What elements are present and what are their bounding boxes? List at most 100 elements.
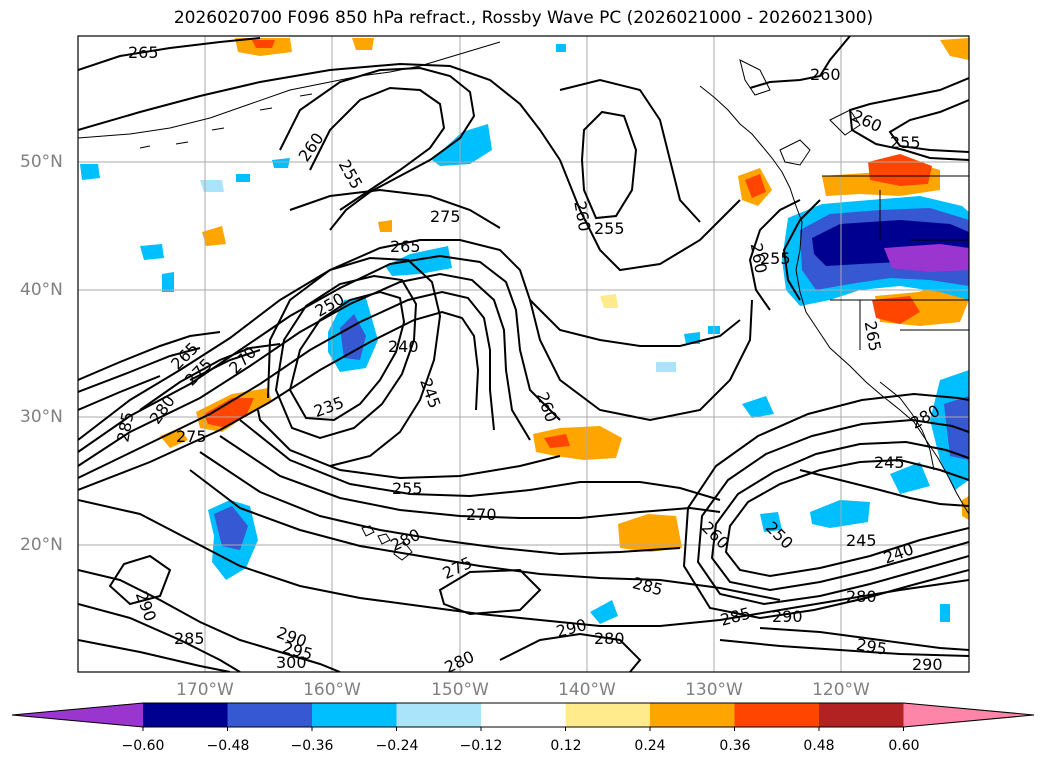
anomaly-positive-region <box>160 428 188 448</box>
anomaly-negative-region <box>80 164 100 180</box>
colorbar-segment <box>565 703 651 727</box>
colorbar-tick: 0.60 <box>888 738 920 754</box>
contour-label: 290 <box>772 607 803 626</box>
contour-260-east <box>559 78 701 223</box>
anomaly-positive-region <box>745 174 766 198</box>
coastlines <box>78 41 969 561</box>
colorbar-segment <box>312 703 397 727</box>
contour-255-ne <box>888 99 969 153</box>
colorbar-tick: −0.12 <box>459 738 503 754</box>
contour-jet-2 <box>78 254 561 453</box>
contour-label: 255 <box>594 219 625 238</box>
contour-label: 255 <box>392 479 423 498</box>
contour-loop-sw <box>108 554 172 606</box>
coastline-alaska <box>78 41 501 139</box>
colorbar-segment <box>481 703 566 727</box>
contour-255-coast <box>782 199 821 301</box>
colorbar-segment <box>819 703 904 727</box>
anomaly-negative-region <box>272 158 290 168</box>
anomaly-positive-region <box>872 296 920 324</box>
contour-mid-2 <box>529 299 741 347</box>
anomaly-negative-region <box>940 604 950 622</box>
aleutian-island <box>139 93 313 149</box>
contour-265 <box>78 37 261 71</box>
contour-label: 280 <box>846 587 877 606</box>
contour-se-1 <box>724 458 969 578</box>
contour-275-w <box>189 349 261 381</box>
anomaly-positive-region <box>378 220 392 232</box>
contour-label: 275 <box>430 207 461 226</box>
contour-255 <box>239 419 721 501</box>
contour-se-4 <box>682 392 969 620</box>
contour-240-loop <box>274 274 418 440</box>
colorbar-segment <box>734 703 820 727</box>
colorbar-tick: −0.36 <box>290 738 334 754</box>
plot-background <box>78 36 969 672</box>
anomaly-negative-region <box>162 272 174 292</box>
graticule <box>78 36 969 672</box>
anomaly-positive-region <box>202 226 226 246</box>
contour-se-3 <box>696 418 969 606</box>
shaded-anomalies <box>80 38 969 624</box>
contour-290 <box>78 569 341 672</box>
contour-275-south <box>199 451 681 556</box>
colorbar-tick: −0.24 <box>375 738 419 754</box>
contour-260-loop <box>279 66 476 231</box>
contour-295 <box>78 603 241 672</box>
contour-label: 265 <box>390 237 421 256</box>
contour-270 <box>219 435 721 519</box>
map-title: 2026020700 F096 850 hPa refract., Rossby… <box>173 8 874 28</box>
contour-jet-5 <box>78 310 480 491</box>
colorbar-extend-max <box>903 703 1034 727</box>
contour-label: 285 <box>174 629 205 648</box>
contour-255-north <box>78 62 561 161</box>
lat-label: 20°N <box>20 535 63 555</box>
anomaly-negative-region <box>556 44 566 52</box>
contour-westjet <box>78 331 221 381</box>
contour-jet-1 <box>78 239 753 441</box>
contour-265-w <box>139 343 281 411</box>
anomaly-positive-region <box>352 38 374 50</box>
contour-255-east <box>580 110 638 220</box>
contour-loop-s2 <box>499 632 642 672</box>
coastline-islands <box>739 59 861 166</box>
anomaly-negative-region <box>810 500 870 528</box>
contour-235-loop <box>288 290 406 422</box>
anomaly-negative-region <box>760 512 782 532</box>
lat-label: 50°N <box>20 152 63 172</box>
anomaly-positive-region <box>252 40 275 48</box>
contour-se-2 <box>710 440 969 592</box>
colorbar-segment <box>396 703 482 727</box>
lon-label: 150°W <box>431 680 489 700</box>
contour-295-se <box>759 627 969 651</box>
anomaly-positive-region <box>940 38 969 60</box>
anomaly-negative-region <box>656 362 676 372</box>
contour-280 <box>189 469 781 601</box>
contour-260-ne <box>749 36 851 89</box>
anomaly-negative-region <box>432 124 492 166</box>
anomaly-positive-region <box>600 294 618 308</box>
contour-westjet3 <box>78 375 161 411</box>
lon-label: 160°W <box>303 680 361 700</box>
contour-label: 255 <box>760 249 791 268</box>
anomaly-negative-region <box>214 506 248 550</box>
anomaly-negative-region <box>884 244 969 272</box>
anomaly-positive-region <box>533 426 622 460</box>
anomaly-negative-region <box>742 396 774 418</box>
contour-label: 280 <box>594 629 625 648</box>
colorbar-segment <box>650 703 735 727</box>
contour-290-se <box>719 639 969 657</box>
anomaly-negative-region <box>385 246 452 276</box>
contour-260-coast <box>748 199 801 311</box>
contour-label: 300 <box>276 653 307 672</box>
contour-245 <box>267 256 442 467</box>
colorbar-tick: 0.12 <box>550 738 582 754</box>
contour-label: 265 <box>128 43 159 62</box>
contour-255-loop <box>309 86 446 211</box>
contour-label: 245 <box>874 453 905 472</box>
anomaly-negative-region <box>590 600 618 624</box>
contour-jet-4 <box>78 290 495 479</box>
contour-label: 270 <box>466 505 497 524</box>
anomaly-negative-region <box>890 462 930 494</box>
